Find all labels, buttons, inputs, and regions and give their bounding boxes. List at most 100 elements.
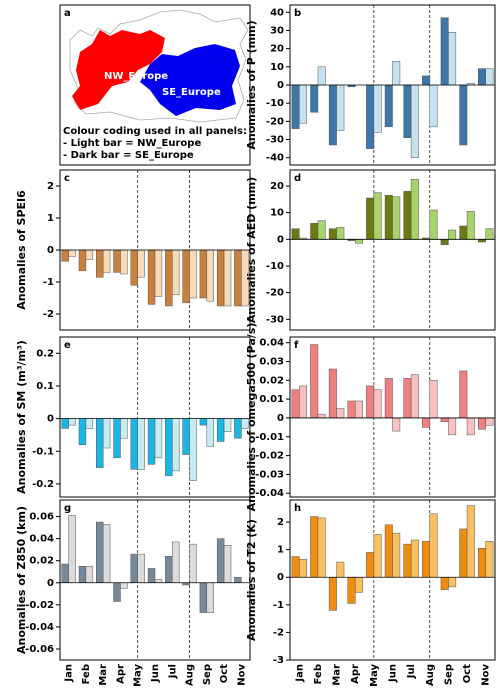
y-tick-label: 1: [47, 213, 54, 224]
x-tick-label: Aug: [185, 664, 196, 686]
bar: [68, 418, 76, 426]
bar: [199, 582, 208, 613]
x-tick-label: Jul: [167, 664, 178, 679]
bar: [137, 418, 145, 470]
y-tick-label: -1: [273, 600, 284, 611]
bar: [328, 228, 337, 240]
x-tick-label: Mar: [98, 664, 109, 686]
bar: [347, 576, 356, 604]
y-tick-label: 0.03: [259, 356, 284, 367]
bar: [403, 543, 412, 578]
bar: [102, 249, 111, 273]
x-tick-label: Sep: [202, 664, 213, 685]
bar: [291, 228, 300, 240]
bar: [223, 249, 232, 307]
y-tick-label: 0: [277, 413, 284, 424]
bar: [328, 576, 337, 611]
bar: [234, 249, 242, 307]
bar: [310, 84, 319, 113]
y-tick-label: -0.02: [255, 451, 284, 462]
bar: [392, 196, 401, 240]
bar: [182, 249, 190, 304]
x-tick-label: Jan: [294, 664, 305, 683]
bar: [165, 249, 173, 307]
bar: [317, 220, 326, 240]
bar: [154, 418, 163, 459]
bar: [130, 553, 138, 584]
bar: [234, 418, 242, 439]
y-tick-label: 0: [277, 234, 284, 245]
bar: [485, 541, 494, 578]
y-tick-label: -0.06: [25, 644, 54, 655]
bar: [189, 543, 197, 584]
bar: [422, 75, 431, 86]
bar: [354, 576, 363, 593]
y-tick-label: -2: [43, 309, 54, 320]
bar: [85, 565, 94, 584]
y-tick-label: -20: [266, 116, 284, 127]
y-tick-label: -2: [273, 627, 284, 638]
bar: [172, 249, 180, 296]
bar: [206, 418, 214, 447]
x-tick-label: Sep: [443, 664, 454, 685]
bar: [96, 418, 104, 468]
bar: [310, 344, 319, 419]
bar: [234, 576, 242, 584]
se-region: [140, 44, 240, 116]
x-tick-label: May: [369, 664, 380, 687]
y-tick-label: 0.01: [259, 394, 284, 405]
bar: [223, 544, 232, 584]
y-tick-label: 20: [270, 44, 284, 55]
bar: [384, 84, 393, 128]
y-tick-label: 0: [47, 245, 54, 256]
y-tick-label: -0.03: [255, 469, 284, 480]
bar: [182, 418, 190, 455]
y-axis-label: Anomalies of Z850 (km): [15, 506, 28, 654]
bar: [366, 197, 375, 240]
x-tick-label: Jan: [64, 664, 75, 683]
bar: [206, 582, 214, 613]
x-tick-label: Feb: [81, 664, 92, 684]
bar: [317, 413, 326, 419]
y-axis-label: Anomalies of T2 (K): [245, 519, 258, 641]
y-axis-label: Anomalies of SPEI6: [15, 190, 28, 310]
bar: [440, 239, 449, 245]
bar: [384, 378, 393, 419]
panel-label: d: [294, 173, 301, 184]
bar: [448, 32, 457, 86]
y-tick-label: 30: [270, 25, 284, 36]
bar: [61, 563, 69, 584]
bar: [459, 528, 468, 578]
x-tick-label: Oct: [462, 664, 473, 683]
y-tick-label: -0.02: [25, 600, 54, 611]
y-tick-label: -0.04: [255, 488, 284, 499]
bar: [68, 515, 76, 584]
bar: [61, 418, 69, 429]
panel-label: e: [64, 340, 71, 351]
bar: [147, 249, 156, 305]
x-tick-label: Apr: [350, 664, 361, 684]
bar: [223, 418, 232, 432]
panel-label: c: [64, 173, 70, 184]
bar: [448, 229, 457, 240]
y-tick-label: 0: [277, 572, 284, 583]
panel-frame: [59, 499, 251, 661]
bar: [429, 209, 438, 240]
bar: [403, 191, 412, 240]
y-tick-label: 10: [270, 62, 284, 73]
y-tick-label: 40: [270, 7, 284, 18]
bar: [485, 68, 494, 86]
bar: [216, 418, 225, 442]
y-tick-label: -3: [273, 655, 284, 666]
bar: [147, 568, 156, 584]
bar: [440, 17, 449, 86]
x-tick-label: Feb: [313, 664, 324, 684]
bar: [172, 541, 180, 584]
panel-label: f: [294, 340, 299, 351]
bar: [366, 552, 375, 578]
bar: [448, 576, 457, 588]
y-tick-label: -0.2: [32, 479, 54, 490]
y-tick-label: 10: [270, 208, 284, 219]
y-tick-label: 0.06: [29, 512, 54, 523]
